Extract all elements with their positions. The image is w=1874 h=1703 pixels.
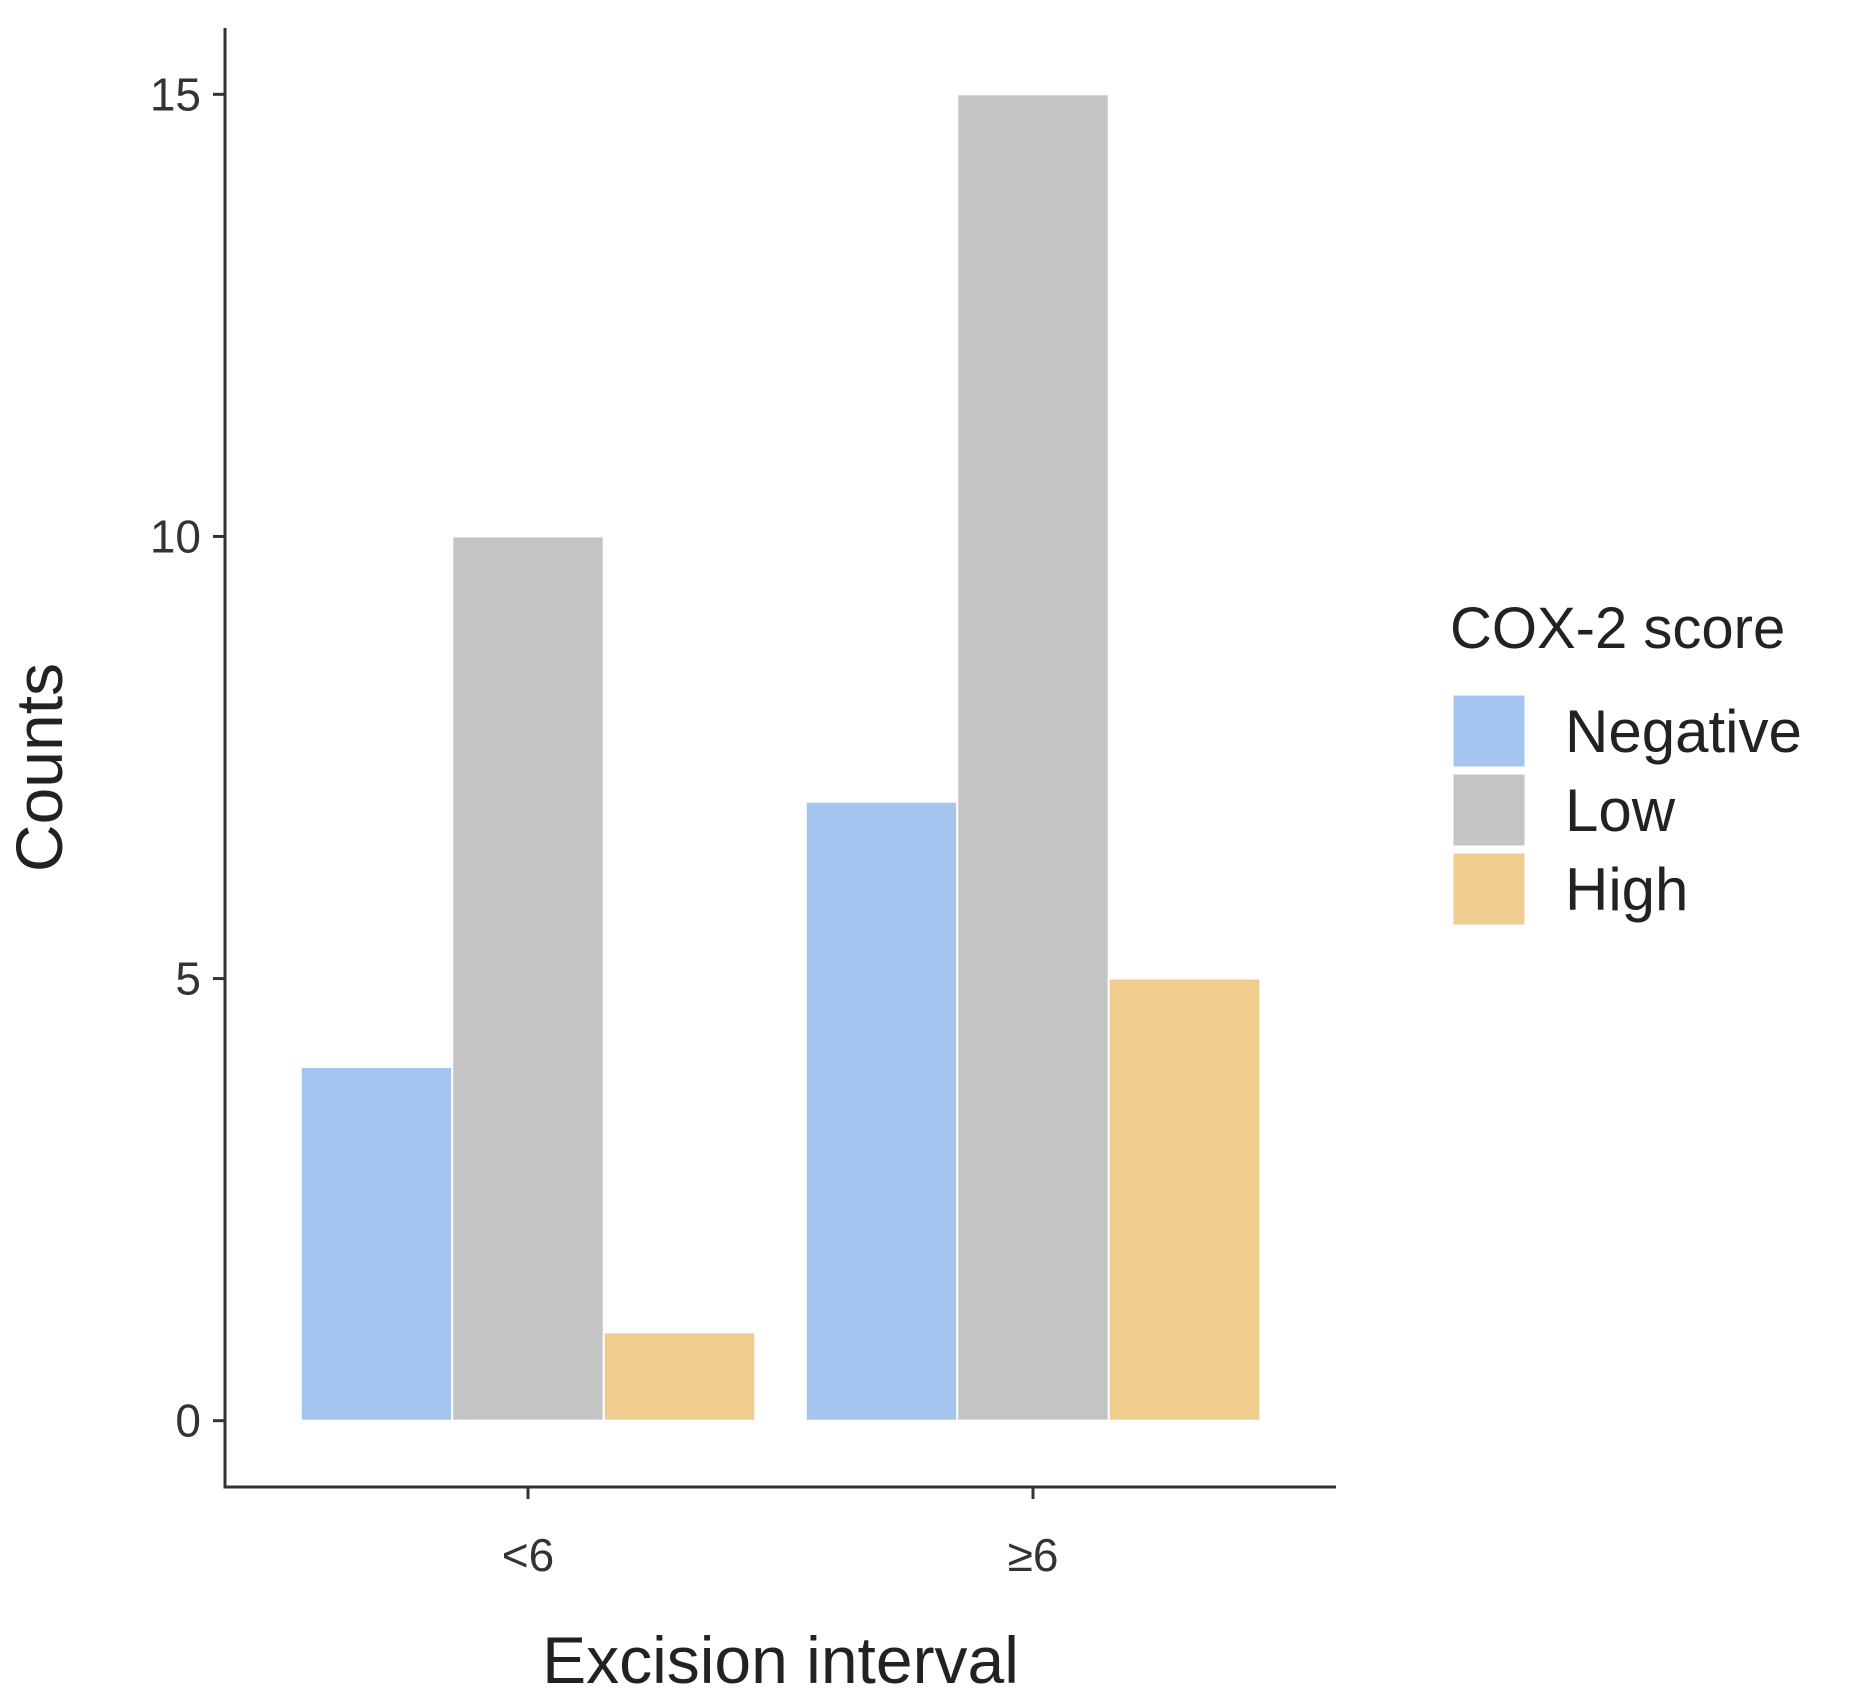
x-axis-ticks: <6 ≥6 [502,1487,1059,1581]
y-axis-ticks: 0 5 10 15 [150,68,225,1447]
y-axis-title: Counts [2,663,76,872]
legend-label-low: Low [1565,777,1676,844]
x-tick-label: <6 [502,1529,554,1581]
bar-low-0 [451,535,605,1422]
x-tick-label: ≥6 [1008,1529,1059,1581]
legend-label-high: High [1565,856,1688,923]
legend-key-high [1450,850,1528,928]
legend-items: Negative Low High [1450,692,1802,928]
bars-group [299,93,1262,1422]
bar-high-0 [602,1331,757,1422]
bar-negative-0 [299,1065,454,1422]
y-tick-label: 5 [175,953,201,1005]
legend-title: COX-2 score [1450,596,1785,661]
y-tick-label: 15 [150,68,201,120]
axes-group [223,28,1336,1489]
y-tick-label: 10 [150,510,201,562]
bar-low-1 [956,93,1110,1422]
y-tick-label: 0 [175,1395,201,1447]
legend-label-negative: Negative [1565,698,1802,765]
legend-key-negative [1450,692,1528,770]
legend: COX-2 score Negative Low High [1450,596,1802,928]
legend-key-low [1450,771,1528,849]
bar-high-1 [1107,977,1262,1422]
bar-negative-1 [804,800,959,1422]
x-axis-title: Excision interval [542,1623,1019,1697]
